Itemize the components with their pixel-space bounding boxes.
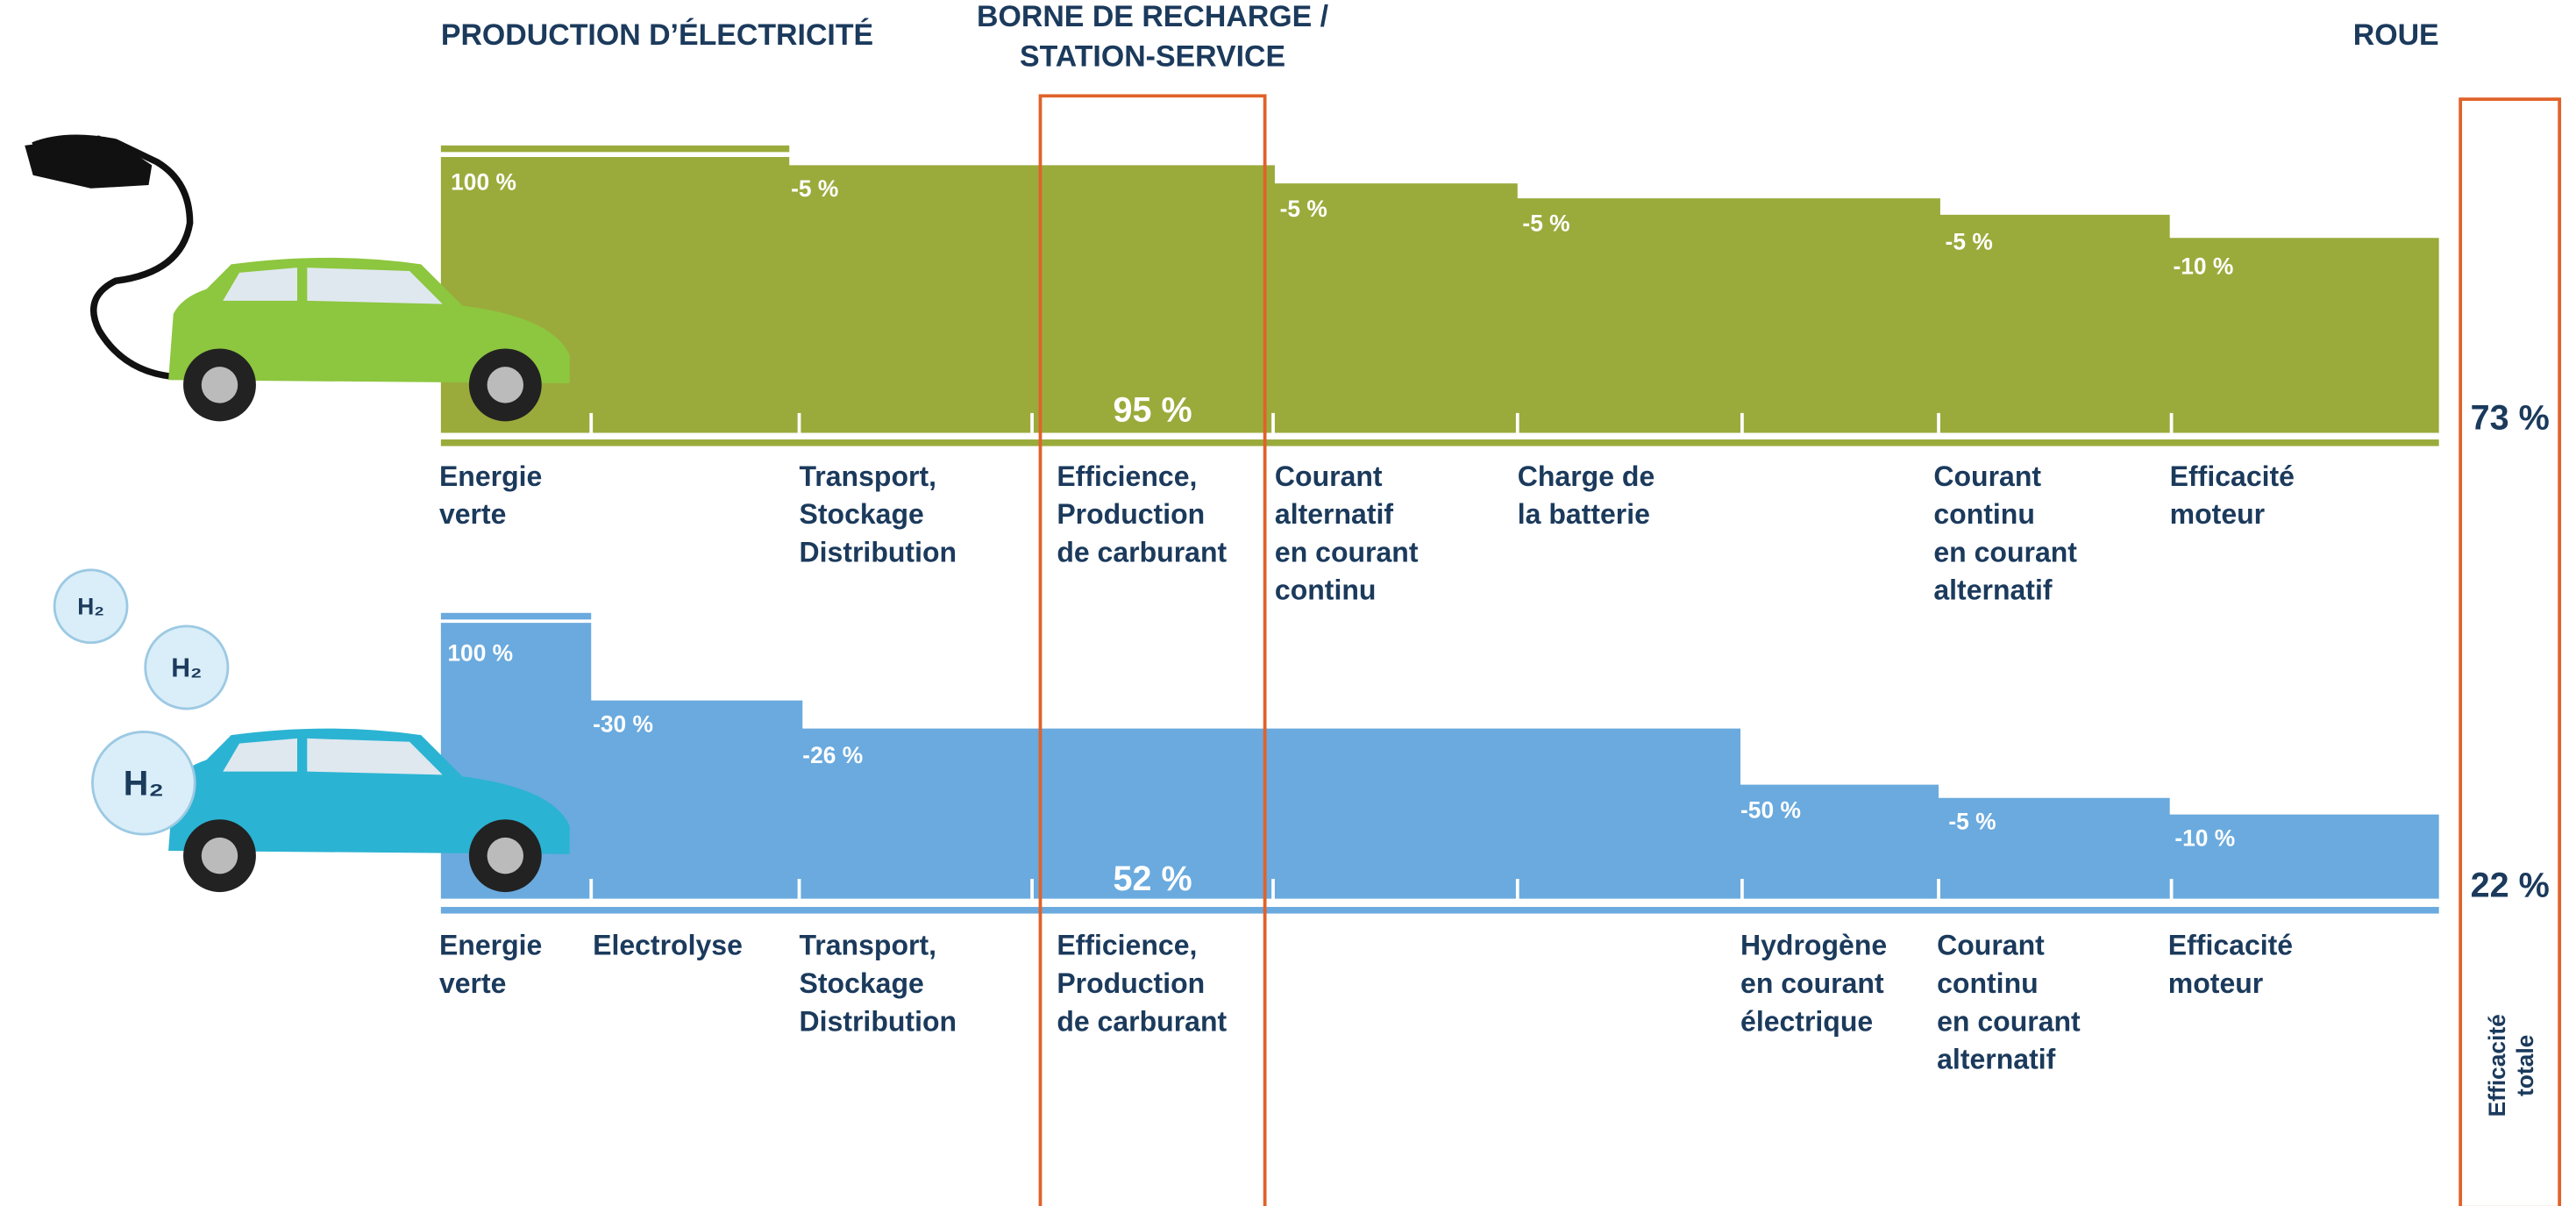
step-area <box>440 157 2439 435</box>
step-label: Transport, <box>800 930 936 961</box>
step-percent: -5 % <box>1280 196 1327 222</box>
step-label: de carburant <box>1057 536 1227 567</box>
total-caption: Efficacité totale <box>2484 1014 2538 1117</box>
step-label: en courant <box>1937 1005 2081 1037</box>
header-right: ROUE <box>2353 18 2439 52</box>
step-label: Stockage <box>800 498 924 530</box>
step-label: de carburant <box>1057 1005 1227 1037</box>
bubble-label: H₂ <box>124 765 164 803</box>
bubble <box>53 568 129 645</box>
step-label: Production <box>1057 498 1205 530</box>
step-label: Charge de <box>1518 460 1654 492</box>
station-box <box>1038 94 1267 1206</box>
step-area <box>440 623 2439 901</box>
step-label: Distribution <box>800 1005 957 1037</box>
step-label: continu <box>1275 574 1377 606</box>
total-box <box>2459 97 2562 1206</box>
step-label: Electrolyse <box>593 930 743 961</box>
step-label: alternatif <box>1275 498 1393 530</box>
station-value: 95 % <box>1113 390 1192 429</box>
step-label: alternatif <box>1937 1044 2055 1075</box>
step-label: en courant <box>1275 536 1419 567</box>
step-percent: -5 % <box>1946 228 1993 254</box>
base-line <box>440 439 2439 446</box>
step-label: Efficacité <box>2168 930 2293 961</box>
station-value: 52 % <box>1113 860 1192 898</box>
step-percent: -10 % <box>2174 824 2235 851</box>
step-label: Efficience, <box>1057 460 1197 492</box>
bubble <box>144 624 230 710</box>
header-middle: BORNE DE RECHARGE / <box>977 0 1329 33</box>
step-label: alternatif <box>1933 574 2052 606</box>
step-label: en courant <box>1740 967 1884 999</box>
step-label: électrique <box>1740 1005 1873 1037</box>
step-percent: -5 % <box>1522 211 1569 237</box>
step-label: Energie <box>439 930 542 961</box>
bubble <box>91 730 196 836</box>
step-label: Courant <box>1937 930 2045 961</box>
hydrogen-chain <box>440 612 2439 914</box>
step-label: en courant <box>1933 536 2077 567</box>
step-percent: -26 % <box>802 742 863 768</box>
step-label: Courant <box>1275 460 1383 492</box>
step-label: Stockage <box>800 967 924 999</box>
base-line <box>440 907 2439 914</box>
electric-chain <box>440 145 2439 446</box>
top-line <box>440 612 592 620</box>
step-percent: -30 % <box>593 710 653 737</box>
step-label: continu <box>1933 498 2035 530</box>
total: 22 % <box>2471 867 2550 905</box>
step-label: Production <box>1057 967 1205 999</box>
step-label: continu <box>1937 967 2039 999</box>
step-label: Efficacité <box>2170 460 2295 492</box>
step-label: Efficience, <box>1057 930 1197 961</box>
step-label: verte <box>439 498 507 530</box>
step-percent: -50 % <box>1740 796 1801 823</box>
caption-line: totale <box>2512 1035 2538 1096</box>
bubble-label: H₂ <box>171 653 202 682</box>
step-percent: -10 % <box>2173 253 2233 280</box>
electric-car <box>25 134 570 422</box>
bubble-label: H₂ <box>77 593 104 619</box>
step-label: Hydrogène <box>1740 930 1887 961</box>
step-percent: -5 % <box>1948 809 1996 835</box>
step-label: la batterie <box>1518 498 1650 530</box>
step-label: moteur <box>2168 967 2263 999</box>
step-percent: 100 % <box>447 639 513 666</box>
ticks <box>440 412 2439 903</box>
total: 73 % <box>2471 399 2550 438</box>
bubbles: H₂ H₂ H₂ <box>53 568 230 836</box>
step-label: verte <box>439 967 507 999</box>
step-label: moteur <box>2170 498 2265 530</box>
step-percent: 100 % <box>451 169 516 196</box>
header-middle: STATION-SERVICE <box>1020 39 1285 73</box>
header-left: PRODUCTION D’ÉLECTRICITÉ <box>441 18 873 52</box>
step-label: Transport, <box>800 460 936 492</box>
step-percent: -5 % <box>791 175 838 202</box>
step-label: Energie <box>439 460 542 492</box>
step-label: Distribution <box>800 536 957 567</box>
caption-line: Efficacité <box>2484 1014 2510 1117</box>
hydrogen-car <box>168 728 570 893</box>
step-label: Courant <box>1933 460 2041 492</box>
top-line <box>440 145 790 153</box>
